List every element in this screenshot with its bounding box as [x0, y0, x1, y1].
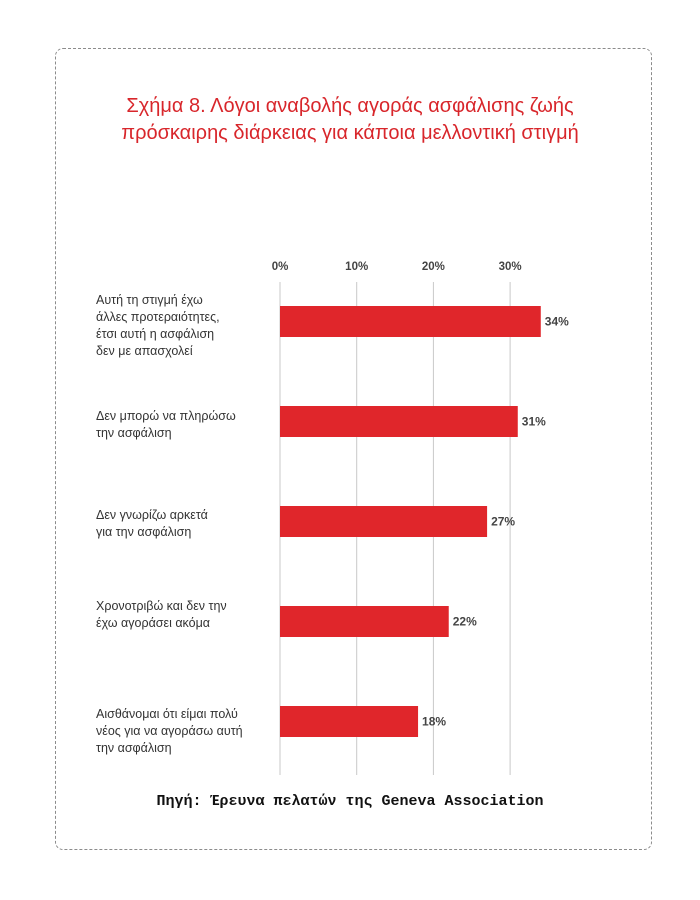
x-tick-label: 20% — [422, 261, 445, 273]
category-label: Αισθάνομαι ότι είμαι πολύ νέος για να αγ… — [96, 707, 243, 755]
bar — [280, 506, 488, 537]
chart-frame — [55, 48, 652, 850]
bar — [280, 306, 541, 337]
category-label: Χρονοτριβώ και δεν την έχω αγοράσει ακόμ… — [96, 599, 227, 630]
bar-value-label: 31% — [522, 415, 546, 429]
bar — [280, 606, 449, 637]
bar-value-label: 34% — [545, 315, 569, 329]
bar-value-label: 22% — [453, 615, 477, 629]
category-label: Δεν γνωρίζω αρκετά για την ασφάλιση — [96, 508, 208, 539]
category-label: Αυτή τη στιγμή έχω άλλες προτεραιότητες,… — [96, 293, 220, 358]
chart-title-line-1: Σχήμα 8. Λόγοι αναβολής αγοράς ασφάλισης… — [126, 95, 574, 117]
x-tick-label: 30% — [499, 261, 522, 273]
x-tick-label: 0% — [272, 261, 289, 273]
chart-title-line-2: πρόσκαιρης διάρκειας για κάποια μελλοντι… — [121, 122, 579, 144]
source-note: Πηγή: Έρευνα πελατών της Geneva Associat… — [156, 793, 544, 810]
bar-value-label: 18% — [422, 715, 446, 729]
bar-value-label: 27% — [491, 515, 515, 529]
bar — [280, 706, 419, 737]
x-tick-label: 10% — [345, 261, 368, 273]
category-label: Δεν μπορώ να πληρώσω την ασφάλιση — [96, 409, 236, 440]
bar — [280, 406, 518, 437]
